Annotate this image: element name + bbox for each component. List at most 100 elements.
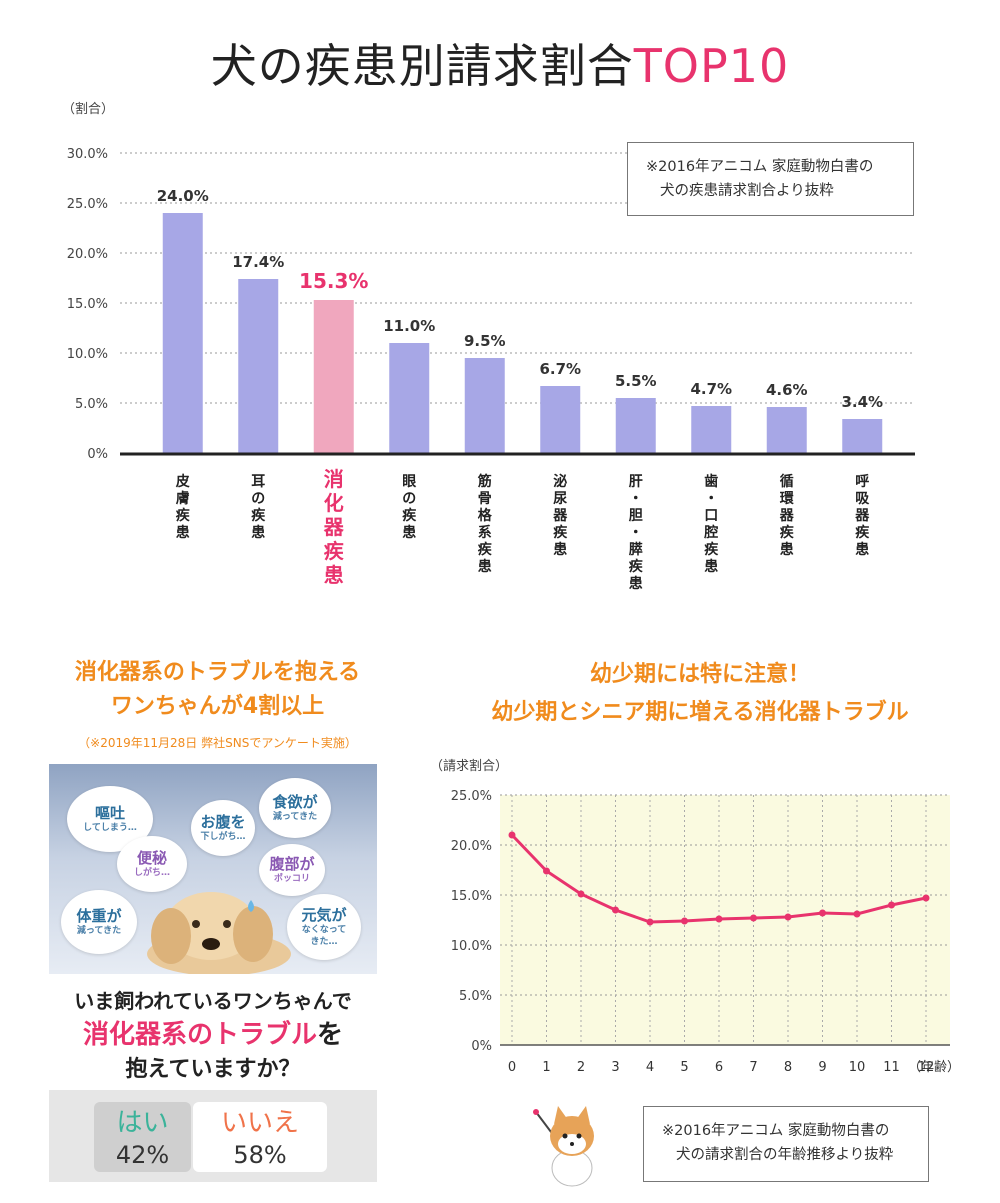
survey-question-line-3: 抱えていますか？ — [125, 1057, 301, 1082]
line-y-tick-label: 20.0% — [451, 839, 492, 854]
bubble-weight: 体重が 減ってきた — [61, 890, 137, 954]
bar — [766, 407, 807, 453]
bar-note-line-2: 犬の疾患請求割合より抜粋 — [660, 183, 834, 199]
bar-category-label-char: 膵 — [629, 541, 643, 558]
line-point — [577, 890, 585, 898]
bar-y-tick-label: 0% — [87, 447, 108, 462]
line-x-tick-label: 3 — [611, 1060, 619, 1075]
bar-category-label-char: 器 — [854, 508, 870, 524]
answer-no-label: いいえ — [220, 1108, 299, 1138]
line-point — [888, 901, 895, 909]
bar-note-line-1: ※2016年アニコム 家庭動物白書の — [646, 159, 874, 175]
survey-heading-line-2: ワンちゃんが4割以上 — [110, 694, 325, 719]
answer-no-pct: 58% — [233, 1141, 287, 1169]
bar-category-label-char: 泌 — [553, 473, 567, 490]
bar-category-label-char: 尿 — [553, 491, 567, 507]
answer-yes: はい 42% — [94, 1102, 191, 1172]
survey-question: いま飼われているワンちゃんで 消化器系のトラブルを 抱えていますか？ — [49, 986, 377, 1086]
bar-value-label: 5.5% — [615, 372, 657, 390]
bar-value-label: 11.0% — [383, 317, 435, 335]
line-y-tick-label: 15.0% — [451, 889, 492, 904]
bar-category-label-char: 腔 — [703, 524, 718, 541]
bubble-diarrhea: お腹を 下しがち… — [191, 800, 255, 856]
survey-illustration: 嘔吐 してしまう… お腹を 下しがち… 食欲が 減ってきた 便秘 しがち… 腹部が ポッコ… — [49, 764, 377, 974]
bar-category-label-char: 患 — [251, 524, 265, 541]
bar-value-label: 4.6% — [766, 381, 808, 399]
title-main: 犬の疾患別請求割合 — [210, 39, 634, 93]
bar-category-label-char: の — [402, 491, 416, 507]
line-title-line-1: 幼少期には特に注意！ — [589, 662, 810, 687]
line-x-tick-label: 2 — [577, 1060, 585, 1075]
line-chart-title: 幼少期には特に注意！ 幼少期とシニア期に増える消化器トラブル — [440, 656, 960, 732]
line-y-axis-label: （請求割合） — [430, 758, 508, 774]
bar-category-label-char: 疾 — [324, 539, 345, 563]
line-x-tick-label: 11 — [883, 1060, 900, 1075]
bar-category-label-char: 患 — [780, 541, 794, 558]
line-x-tick-label: 0 — [508, 1060, 516, 1075]
bar-category-label-char: 口 — [704, 508, 718, 524]
bar-category-label-char: 膚 — [176, 490, 190, 507]
line-x-tick-label: 6 — [715, 1060, 723, 1075]
line-x-tick-label: 10 — [849, 1060, 866, 1075]
bar-y-tick-label: 30.0% — [67, 147, 108, 162]
answer-yes-label: はい — [116, 1108, 169, 1138]
bar-value-label: 24.0% — [157, 187, 209, 205]
bar-category-label-char: 疾 — [176, 507, 191, 524]
bar-y-tick-label: 15.0% — [67, 297, 108, 312]
line-point — [646, 918, 654, 926]
bar-y-tick-label: 10.0% — [67, 347, 108, 362]
line-point — [784, 913, 792, 921]
bar-value-label: 6.7% — [539, 360, 581, 378]
bar-category-label-char: 呼 — [855, 473, 869, 490]
line-x-tick-label: 1 — [542, 1060, 550, 1075]
title-accent: TOP10 — [633, 39, 790, 93]
line-x-tick-label: 9 — [818, 1060, 826, 1075]
bar-y-tick-label: 20.0% — [67, 247, 108, 262]
bar-chart-note: ※2016年アニコム 家庭動物白書の 犬の疾患請求割合より抜粋 — [627, 142, 914, 216]
bar-value-label: 9.5% — [464, 332, 506, 350]
bar — [238, 279, 279, 453]
line-y-tick-label: 25.0% — [451, 789, 492, 804]
page-title: 犬の疾患別請求割合TOP10 — [0, 30, 1000, 96]
line-point — [853, 910, 861, 918]
line-x-tick-label: 8 — [784, 1060, 792, 1075]
line-note-line-1: ※2016年アニコム 家庭動物白書の — [662, 1123, 890, 1139]
bar-category-label-char: 環 — [780, 491, 795, 507]
bar — [389, 343, 430, 453]
bar-category-label-char: 化 — [324, 491, 344, 515]
answer-panel: はい 42% いいえ 58% — [49, 1090, 377, 1182]
bar-category-label-char: ・ — [629, 525, 643, 541]
bar-y-axis-label: （割合） — [62, 101, 114, 117]
survey-source: （※2019年11月28日 弊社SNSでアンケート実施） — [78, 736, 357, 750]
bar-category-label-char: 器 — [552, 508, 568, 524]
dog-illustration — [147, 892, 291, 974]
line-y-tick-label: 5.0% — [459, 989, 492, 1004]
bar-category-label-char: 消 — [324, 467, 344, 491]
bar-category-label-char: 耳 — [251, 474, 265, 490]
bar-category-label-char: 歯 — [704, 473, 718, 490]
bar-category-label-char: 疾 — [251, 507, 266, 524]
bar-category-label-char: ・ — [629, 491, 643, 507]
bar-category-label-char: 系 — [478, 524, 492, 541]
line-point — [715, 915, 723, 923]
bar-category-label-char: 患 — [629, 575, 643, 592]
line-x-tick-label: 5 — [680, 1060, 688, 1075]
line-point — [922, 894, 930, 902]
bar-category-label-char: 骨 — [478, 490, 492, 507]
bar-category-label-char: 疾 — [780, 524, 795, 541]
bar-category-label-char: 患 — [324, 563, 344, 587]
line-point — [612, 906, 619, 914]
bar-category-label-char: 患 — [704, 558, 718, 575]
bar-category-label-char: 疾 — [704, 541, 719, 558]
bar-category-label-char: の — [251, 491, 265, 507]
bar-y-tick-label: 25.0% — [67, 197, 108, 212]
line-point — [750, 914, 757, 922]
bar-category-label-char: 疾 — [402, 507, 417, 524]
bar-category-label-char: 循 — [780, 473, 794, 490]
bar-category-label-char: 格 — [478, 507, 493, 524]
survey-question-accent: 消化器系のトラブル — [82, 1020, 317, 1050]
bar-category-label-char: 疾 — [478, 541, 493, 558]
bar-category-label-char: 肝 — [629, 474, 643, 490]
line-y-tick-label: 0% — [471, 1039, 492, 1054]
bar — [313, 300, 354, 453]
